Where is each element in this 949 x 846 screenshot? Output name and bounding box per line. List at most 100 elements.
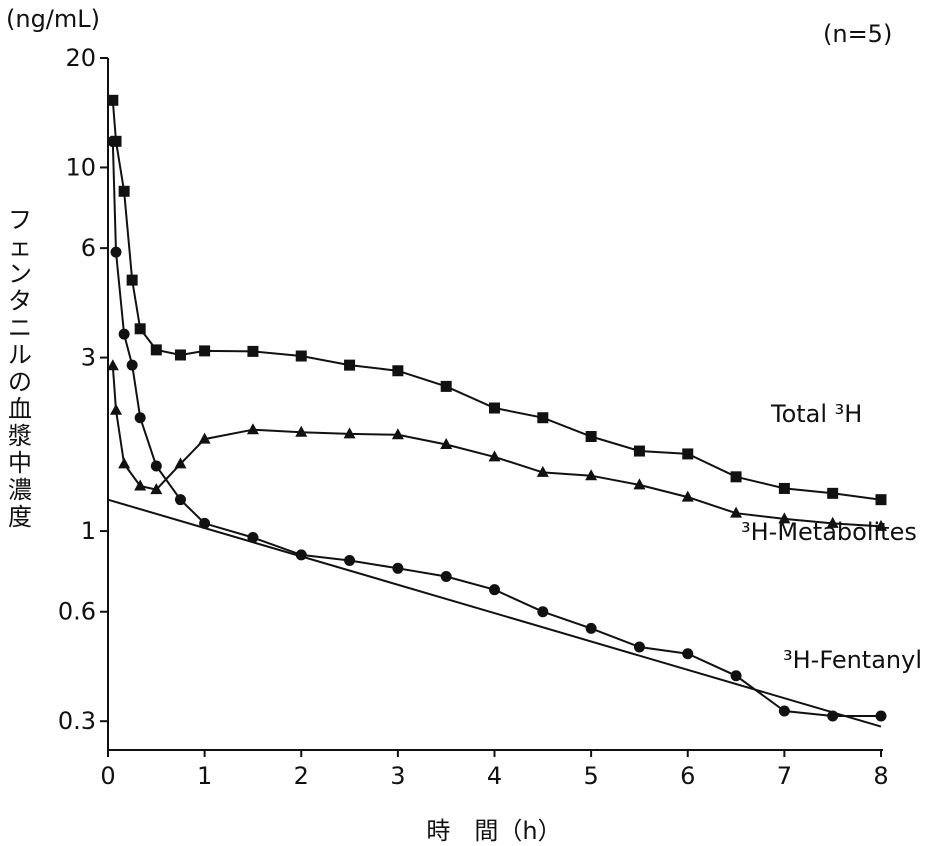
data-point-total-3h — [134, 323, 146, 335]
y-unit-label: (ng/mL) — [6, 5, 100, 33]
data-point-3h-metabolites — [118, 457, 131, 469]
data-point-3h-fentanyl — [682, 648, 694, 660]
y-tick-label: 0.3 — [58, 707, 96, 735]
y-tick-label: 10 — [65, 153, 96, 181]
y-axis-title-char: ル — [8, 341, 32, 369]
data-point-3h-fentanyl — [633, 641, 645, 653]
data-point-3h-metabolites — [106, 359, 119, 371]
data-point-3h-fentanyl — [440, 571, 452, 583]
data-point-3h-metabolites — [391, 428, 404, 440]
data-point-3h-metabolites — [246, 423, 259, 435]
data-point-3h-fentanyl — [150, 460, 162, 472]
data-point-3h-metabolites — [440, 438, 453, 450]
data-point-3h-metabolites — [343, 427, 356, 439]
x-axis-title: 時 間（h） — [426, 817, 561, 845]
data-point-total-3h — [107, 94, 119, 106]
data-point-3h-metabolites — [295, 425, 308, 437]
data-point-3h-fentanyl — [118, 328, 130, 340]
y-tick-label: 3 — [81, 344, 96, 372]
data-point-total-3h — [875, 494, 887, 506]
x-tick-label: 3 — [390, 762, 405, 790]
series-label-3h-metabolites: ³H-Metabolites — [741, 518, 917, 546]
data-point-total-3h — [489, 402, 500, 414]
data-point-total-3h — [174, 349, 186, 361]
data-point-3h-fentanyl — [126, 359, 138, 371]
data-point-3h-fentanyl — [875, 710, 887, 722]
data-point-3h-metabolites — [150, 483, 163, 495]
data-point-3h-fentanyl — [537, 606, 549, 618]
data-point-3h-fentanyl — [344, 555, 356, 567]
data-point-3h-fentanyl — [247, 532, 259, 544]
y-axis-title-char: 漿 — [8, 422, 32, 450]
data-point-total-3h — [118, 185, 130, 197]
data-point-3h-metabolites — [536, 465, 549, 477]
data-point-3h-metabolites — [198, 432, 211, 444]
data-point-total-3h — [682, 448, 694, 460]
x-tick-label: 6 — [680, 762, 695, 790]
data-point-3h-fentanyl — [174, 494, 186, 506]
x-tick-label: 8 — [873, 762, 888, 790]
data-point-3h-fentanyl — [827, 710, 839, 722]
data-point-3h-metabolites — [875, 519, 887, 531]
data-point-3h-fentanyl — [295, 549, 307, 561]
data-point-3h-fentanyl — [199, 517, 211, 529]
y-axis-title-char: 度 — [8, 503, 32, 531]
x-tick-label: 1 — [197, 762, 212, 790]
data-point-3h-fentanyl — [730, 670, 742, 682]
series-markers — [106, 94, 887, 722]
data-point-3h-fentanyl — [110, 246, 122, 258]
data-point-3h-metabolites — [826, 516, 839, 528]
y-axis-title-char: ニ — [8, 314, 32, 342]
data-point-3h-metabolites — [585, 469, 598, 481]
series-line-3h-metabolites — [111, 365, 882, 528]
data-point-total-3h — [126, 274, 138, 286]
data-point-total-3h — [199, 345, 211, 357]
data-point-total-3h — [827, 487, 839, 499]
data-point-total-3h — [537, 412, 549, 424]
data-point-3h-fentanyl — [585, 622, 597, 634]
data-point-total-3h — [440, 380, 452, 392]
data-point-3h-metabolites — [681, 490, 694, 502]
labels: (ng/mL) (n=5) 時 間（h） Total ³H ³H-Metabol… — [6, 5, 922, 845]
data-point-total-3h — [730, 471, 742, 483]
data-point-3h-metabolites — [488, 450, 501, 462]
y-tick-label: 1 — [81, 517, 96, 545]
data-point-total-3h — [778, 482, 790, 494]
ticks: 0 1 2 3 4 5 6 7 8 0.3 0.6 1 3 6 10 20 — [58, 44, 889, 790]
data-point-total-3h — [585, 431, 597, 443]
x-tick-label: 4 — [487, 762, 502, 790]
y-axis-title-char: 中 — [8, 449, 32, 477]
y-axis-title-char: フ — [8, 206, 32, 234]
data-point-3h-metabolites — [134, 479, 147, 491]
data-point-3h-fentanyl — [134, 412, 146, 424]
data-point-total-3h — [633, 445, 645, 457]
data-point-3h-fentanyl — [489, 584, 500, 596]
data-point-total-3h — [392, 365, 404, 377]
series-line-3h-fentanyl — [111, 141, 881, 717]
y-axis-title-char: タ — [8, 287, 32, 315]
series-label-total-3h: Total ³H — [770, 400, 862, 428]
n-note: (n=5) — [823, 20, 892, 48]
x-tick-label: 2 — [294, 762, 309, 790]
data-point-3h-metabolites — [730, 506, 743, 518]
data-point-total-3h — [344, 359, 356, 371]
y-tick-label: 0.6 — [58, 598, 96, 626]
data-point-3h-metabolites — [110, 403, 123, 415]
data-point-3h-metabolites — [778, 512, 791, 524]
series-line-total-3h — [111, 100, 882, 501]
y-axis-title-char: 血 — [8, 395, 32, 423]
y-tick-label: 6 — [81, 234, 96, 262]
data-point-3h-fentanyl — [107, 135, 119, 147]
y-axis-title-char: ェ — [8, 233, 32, 261]
y-axis-title-char: の — [8, 368, 32, 396]
fentanyl-regression-line — [107, 498, 882, 728]
y-tick-label: 20 — [65, 44, 96, 72]
data-point-total-3h — [295, 350, 307, 362]
data-point-total-3h — [150, 344, 162, 356]
x-tick-label: 5 — [583, 762, 598, 790]
data-point-3h-fentanyl — [778, 705, 790, 717]
data-point-total-3h — [247, 345, 259, 357]
x-tick-label: 0 — [100, 762, 115, 790]
